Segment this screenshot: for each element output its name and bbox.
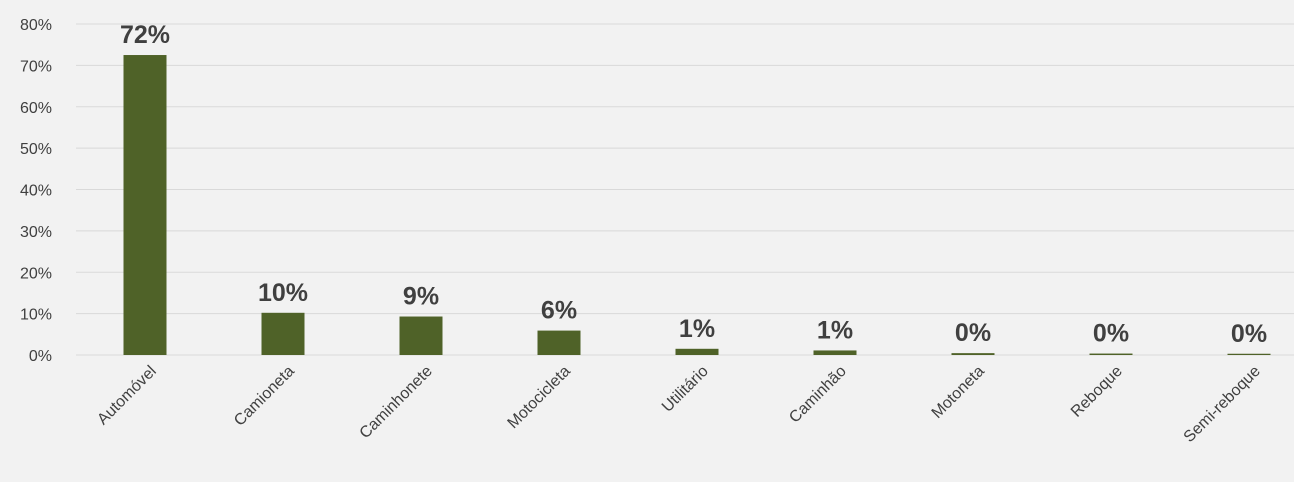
y-tick-label: 70% (20, 58, 52, 75)
data-label: 1% (817, 316, 853, 344)
data-label: 1% (679, 315, 715, 343)
bar (537, 330, 581, 355)
y-tick-label: 10% (20, 307, 52, 324)
data-labels: 72% 10% 9% 6% 1% 1% 0% 0% 0% (120, 21, 1267, 348)
data-label: 0% (1093, 320, 1129, 348)
data-label: 6% (541, 297, 577, 325)
y-tick-label: 0% (29, 348, 52, 365)
data-label: 0% (955, 319, 991, 347)
y-tick-label: 40% (20, 183, 52, 200)
data-label: 9% (403, 283, 439, 311)
bar (123, 55, 167, 355)
bar (675, 348, 719, 355)
y-axis: 0% 10% 20% 30% 40% 50% 60% 70% 80% (20, 17, 52, 365)
y-tick-label: 50% (20, 141, 52, 158)
bar (813, 350, 857, 355)
y-tick-label: 20% (20, 265, 52, 282)
data-label: 10% (258, 279, 308, 307)
bar (951, 353, 995, 355)
bars (123, 55, 1271, 355)
bar (399, 316, 443, 355)
bar (1089, 353, 1133, 355)
data-label: 72% (120, 21, 170, 49)
y-tick-label: 30% (20, 224, 52, 241)
y-tick-label: 80% (20, 17, 52, 34)
data-label: 0% (1231, 320, 1267, 348)
bar (261, 312, 305, 355)
bar (1227, 353, 1271, 355)
y-tick-label: 60% (20, 100, 52, 117)
